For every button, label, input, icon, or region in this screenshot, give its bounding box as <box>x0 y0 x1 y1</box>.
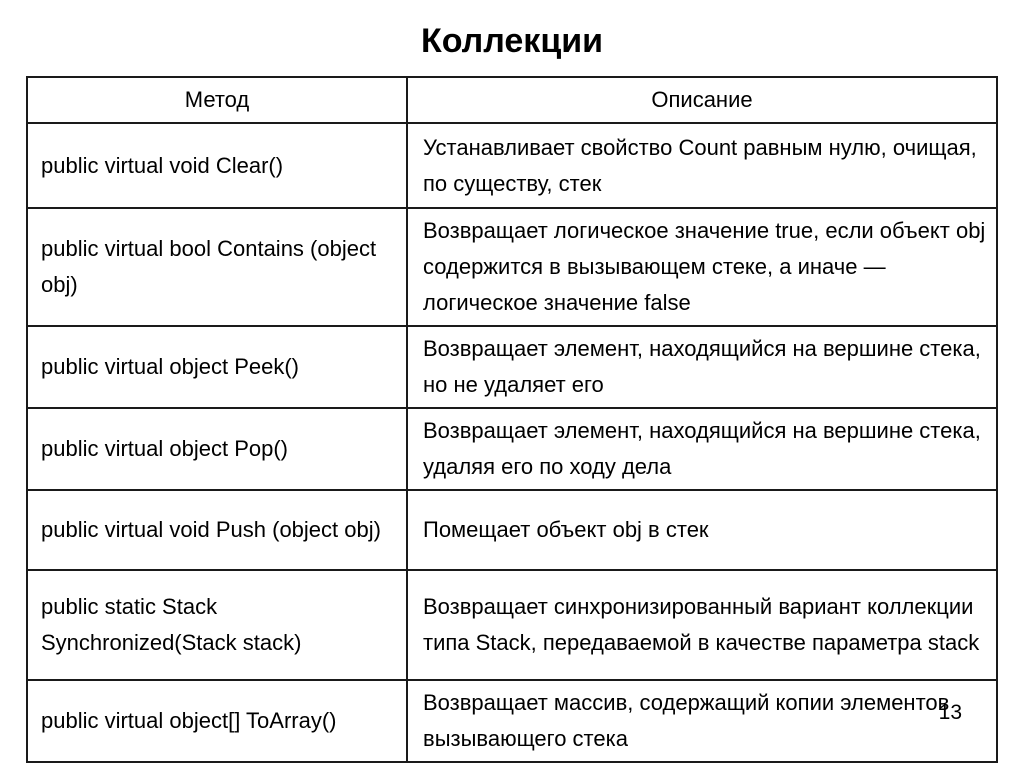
description-cell: Возвращает элемент, находящийся на верши… <box>406 325 998 409</box>
methods-table: Метод Описание public virtual void Clear… <box>26 76 998 763</box>
method-cell: public virtual void Push (object obj) <box>26 489 408 571</box>
table-row: public virtual object[] ToArray() Возвра… <box>26 679 998 763</box>
method-cell: public virtual object Pop() <box>26 407 408 491</box>
method-cell: public virtual void Clear() <box>26 122 408 209</box>
page-title: Коллекции <box>420 22 604 60</box>
method-cell: public virtual object Peek() <box>26 325 408 409</box>
description-cell: Возвращает синхронизированный вариант ко… <box>406 569 998 681</box>
table-row: public virtual object Pop() Возвращает э… <box>26 407 998 491</box>
method-cell: public static Stack Synchronized(Stack s… <box>26 569 408 681</box>
table-row: public virtual bool Contains (object obj… <box>26 207 998 327</box>
table-row: public virtual void Clear() Устанавливае… <box>26 122 998 209</box>
description-cell: Помещает объект obj в стек <box>406 489 998 571</box>
table-header-method: Метод <box>26 76 408 124</box>
method-cell: public virtual bool Contains (object obj… <box>26 207 408 327</box>
table-row: public virtual object Peek() Возвращает … <box>26 325 998 409</box>
description-cell: Возвращает элемент, находящийся на верши… <box>406 407 998 491</box>
table-header-row: Метод Описание <box>26 76 998 124</box>
table-header-description: Описание <box>406 76 998 124</box>
page-number: 13 <box>938 701 962 724</box>
description-cell: Возвращает логическое значение true, есл… <box>406 207 998 327</box>
table-row: public virtual void Push (object obj) По… <box>26 489 998 571</box>
description-cell: Возвращает массив, содержащий копии элем… <box>406 679 998 763</box>
method-cell: public virtual object[] ToArray() <box>26 679 408 763</box>
description-cell: Устанавливает свойство Count равным нулю… <box>406 122 998 209</box>
table-row: public static Stack Synchronized(Stack s… <box>26 569 998 681</box>
